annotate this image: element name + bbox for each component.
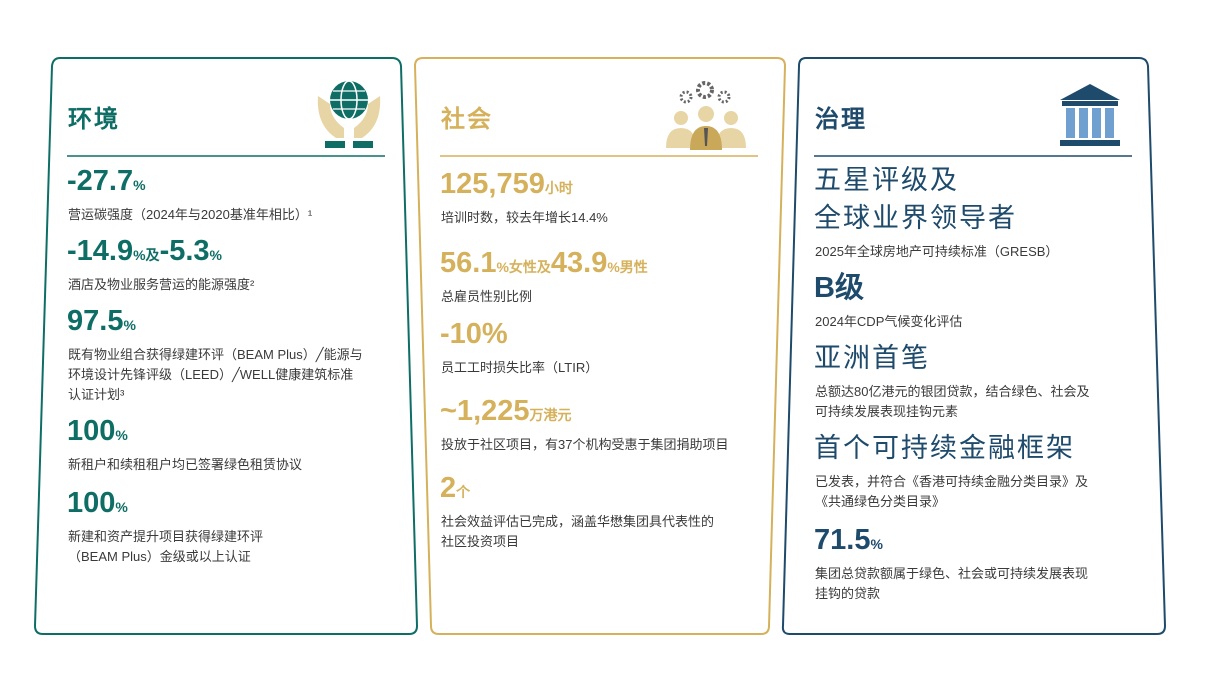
figure-value: -14.9	[67, 235, 133, 267]
description: 2025年全球房地产可持续标准（GRESB）	[815, 244, 1058, 259]
figure-unit: %	[210, 247, 223, 263]
description: 总雇员性别比例	[441, 289, 532, 304]
figure-unit: %男性	[607, 259, 647, 275]
key-figure: ~1,225万港元	[440, 395, 572, 427]
figure-value: 100	[67, 487, 115, 519]
description: 挂钩的贷款	[815, 586, 880, 601]
figure-unit: 个	[455, 484, 471, 500]
description: 2024年CDP气候变化评估	[815, 314, 962, 329]
key-figure: -10%	[440, 318, 508, 350]
figure-unit: 万港元	[529, 407, 572, 423]
panel-title: 社会	[441, 105, 493, 133]
key-figure: -14.9%及-5.3%	[67, 235, 223, 267]
figure-value: -27.7	[67, 165, 133, 197]
description: 集团总贷款额属于绿色、社会或可持续发展表现	[815, 566, 1088, 581]
key-figure: 97.5%	[67, 305, 136, 337]
key-figure: 2个	[440, 472, 471, 504]
description: 投放于社区项目，有37个机构受惠于集团捐助项目	[441, 437, 728, 452]
key-figure: 125,759小时	[440, 168, 573, 200]
figure-unit: %及	[133, 247, 160, 263]
headline: 五星评级及	[814, 165, 959, 195]
figure-value: 43.9	[551, 247, 607, 279]
panel-border	[781, 57, 1167, 635]
figure-unit: %	[123, 317, 136, 333]
headline: 首个可持续金融框架	[814, 433, 1075, 463]
description: （BEAM Plus）金级或以上认证	[68, 549, 251, 564]
description: 新租户和续租租户均已签署绿色租赁协议	[68, 457, 302, 472]
figure-value: 100	[67, 415, 115, 447]
headline: 亚洲首笔	[814, 343, 930, 373]
key-figure: 100%	[67, 415, 128, 447]
description: 总额达80亿港元的银团贷款，结合绿色、社会及	[815, 384, 1089, 399]
description: 《共通绿色分类目录》	[815, 494, 945, 509]
panel-title: 环境	[68, 105, 120, 133]
figure-unit: %女性及	[496, 259, 551, 275]
panel-title: 治理	[815, 105, 867, 133]
figure-value: 2	[440, 472, 456, 504]
description: 新建和资产提升项目获得绿建环评	[68, 529, 263, 544]
description: 社会效益评估已完成，涵盖华懋集团具代表性的	[441, 514, 714, 529]
panel-border	[413, 57, 787, 635]
figure-unit: %	[870, 536, 883, 552]
figure-value: -10%	[440, 318, 508, 350]
key-figure: -27.7%	[67, 165, 146, 197]
governance-icon	[1060, 84, 1120, 146]
figure-unit: %	[133, 177, 146, 193]
description: 认证计划³	[68, 387, 125, 402]
description: 营运碳强度（2024年与2020基准年相比）¹	[68, 207, 313, 222]
key-figure: 100%	[67, 487, 128, 519]
environment-icon	[317, 80, 381, 148]
figure-value: ~1,225	[440, 395, 530, 427]
key-figure: B级	[814, 271, 864, 304]
figure-value: 125,759	[440, 168, 545, 200]
figure-unit: 小时	[545, 180, 573, 196]
figure-value: 97.5	[67, 305, 123, 337]
social-icon	[666, 81, 746, 150]
key-figure: 71.5%	[814, 524, 883, 556]
description: 员工工时损失比率（LTIR）	[441, 360, 598, 375]
description: 可持续发展表现挂钩元素	[815, 404, 958, 419]
figure-value: 56.1	[440, 247, 496, 279]
headline: 全球业界领导者	[814, 203, 1017, 233]
description: 培训时数，较去年增长14.4%	[441, 210, 608, 225]
figure-value: -5.3	[160, 235, 210, 267]
figure-value: 71.5	[814, 524, 870, 556]
panel-border	[33, 57, 419, 635]
figure-unit: %	[115, 427, 128, 443]
description: 酒店及物业服务营运的能源强度²	[68, 277, 255, 292]
figure-value: B级	[814, 271, 864, 304]
key-figure: 56.1%女性及43.9%男性	[440, 247, 648, 279]
description: 既有物业组合获得绿建环评（BEAM Plus）╱能源与	[68, 346, 363, 363]
description: 环境设计先锋评级（LEED）╱WELL健康建筑标准	[68, 366, 353, 383]
figure-unit: %	[115, 499, 128, 515]
description: 社区投资项目	[441, 534, 519, 549]
description: 已发表，并符合《香港可持续金融分类目录》及	[815, 474, 1088, 489]
